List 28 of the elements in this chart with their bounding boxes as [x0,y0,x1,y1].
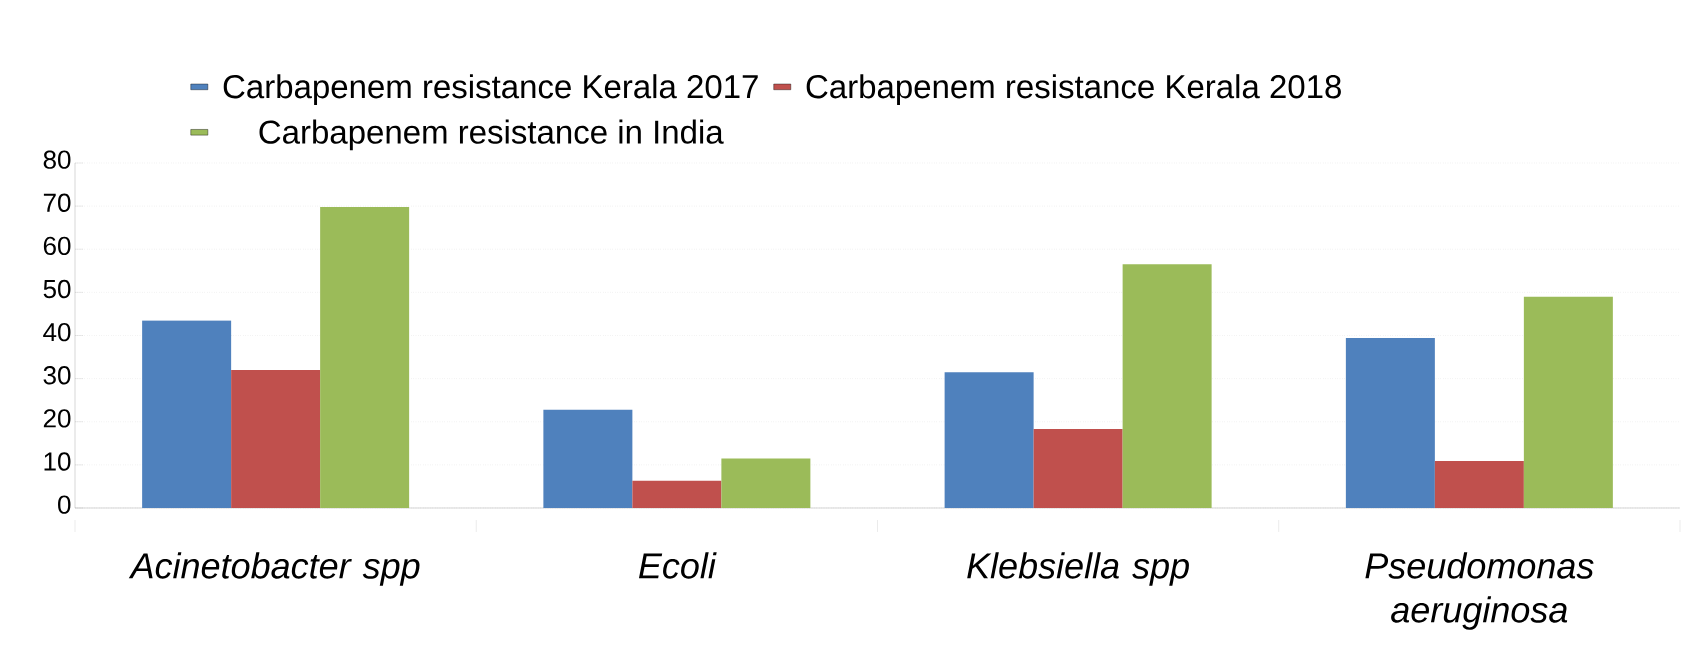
y-tick-label: 70 [43,193,71,212]
bar [231,369,321,508]
bar [1434,460,1524,508]
bar [1033,429,1123,508]
bar [632,480,722,508]
legend-label: Carbapenem resistance Kerala 2017 [223,74,758,105]
x-tick-label: Pseudomonas aeruginosa [1365,552,1594,630]
y-tick-label: 50 [43,279,71,299]
y-tick-label: 20 [43,409,71,428]
y-tick-label: 40 [43,322,71,342]
bar [721,458,811,508]
bar [320,206,410,508]
y-tick-label: 30 [43,366,71,385]
legend-label: Carbapenem resistance Kerala 2018 [806,74,1341,105]
bar [1523,296,1613,508]
bar [1345,338,1435,508]
bar [1122,264,1212,508]
y-tick-label: 60 [43,236,71,256]
bar [142,320,232,508]
legend-label: Carbapenem resistance in India [259,119,724,151]
y-tick-label: 80 [43,150,71,169]
x-tick-label: Acinetobacter spp [128,552,420,586]
x-tick-label: Ecoli [638,552,717,579]
bar [543,409,633,508]
y-tick-label: 10 [44,452,71,471]
bar [944,372,1034,508]
x-tick-label: Klebsiella spp [967,552,1189,586]
y-tick-label: 0 [58,495,71,514]
